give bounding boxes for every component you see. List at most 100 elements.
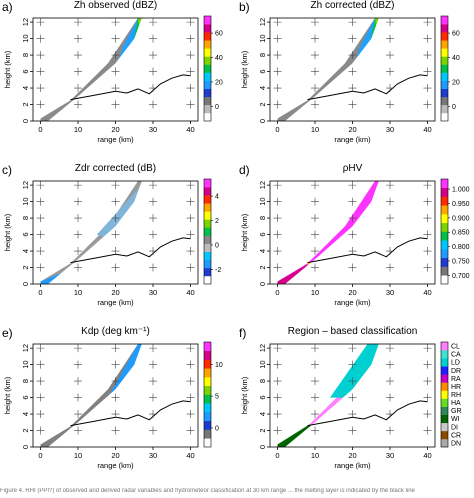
grid-cross <box>311 377 319 386</box>
colorbar-swatch <box>204 377 211 387</box>
x-axis-label: range (km) <box>97 461 134 470</box>
grid-cross <box>311 197 319 206</box>
grid-cross <box>386 197 394 206</box>
y-tick-label: 8 <box>21 53 30 57</box>
colorbar-class-label: DN <box>451 440 461 447</box>
colorbar-swatch <box>441 40 448 49</box>
grid-cross <box>36 197 45 206</box>
melting-layer-line <box>70 237 191 264</box>
colorbar-swatch <box>204 394 211 404</box>
x-tick-label: 40 <box>423 451 431 460</box>
colorbar-swatch <box>441 438 448 448</box>
colorbar-swatch <box>204 259 211 269</box>
colorbar-tick-label: 20 <box>452 79 460 86</box>
y-tick-label: 2 <box>258 102 267 106</box>
colorbar-swatch <box>204 80 211 89</box>
grid-cross <box>186 181 195 190</box>
grid-cross <box>74 67 82 76</box>
colorbar-tick-label: 20 <box>215 79 223 86</box>
panel-label: d) <box>239 163 250 177</box>
colorbar-class-label: RH <box>451 392 461 399</box>
grid-cross <box>273 426 282 435</box>
panel-plot: 0 10 20 30 40 range (km) 0 2 4 6 8 10 12 height (km) 1… <box>3 341 223 470</box>
grid-cross <box>36 360 45 369</box>
x-tick-label: 10 <box>74 125 82 134</box>
y-axis-label: height (km) <box>240 376 249 414</box>
colorbar-swatch <box>204 420 211 430</box>
colorbar-swatch <box>204 56 211 65</box>
panel-plot: 0 10 20 30 40 range (km) 0 2 4 6 8 10 12 height (km) C… <box>240 341 462 470</box>
x-tick-label: 10 <box>311 125 319 134</box>
colorbar-swatch <box>441 342 448 351</box>
colorbar-swatch <box>441 24 448 33</box>
colorbar-swatch <box>441 257 448 267</box>
grid-cross <box>111 247 120 256</box>
x-tick-label: 20 <box>111 125 119 134</box>
y-tick-label: 6 <box>258 232 267 236</box>
colorbar-swatch <box>204 72 211 81</box>
grid-cross <box>149 197 157 206</box>
grid-cross <box>111 67 120 76</box>
colorbar-class-label: GR <box>451 408 462 415</box>
grid-cross <box>186 263 195 272</box>
grid-cross <box>423 263 432 272</box>
no-data-wedge <box>40 18 198 121</box>
grid-cross <box>149 377 157 386</box>
panel-f: f) Region – based classification 0 10 20 30 40… <box>237 326 474 486</box>
x-tick-label: 10 <box>74 451 82 460</box>
grid-cross <box>423 84 432 93</box>
grid-cross <box>149 51 157 60</box>
grid-cross <box>348 84 357 93</box>
colorbar-swatch <box>441 16 448 25</box>
panel-label: b) <box>239 0 250 14</box>
panel-title: ρHV <box>342 163 363 174</box>
colorbar-class-label: CA <box>451 352 461 359</box>
grid-cross <box>311 51 319 60</box>
colorbar-swatch <box>204 88 211 98</box>
colorbar-swatch <box>204 195 211 204</box>
grid-cross <box>149 360 157 369</box>
grid-cross <box>36 181 45 190</box>
grid-cross <box>74 197 82 206</box>
grid-cross <box>423 247 432 256</box>
panel-label: e) <box>2 326 13 340</box>
grid-cross <box>74 377 82 386</box>
grid-cross <box>386 34 394 43</box>
colorbar-tick-label: 0 <box>452 104 456 111</box>
grid-cross <box>423 67 432 76</box>
x-axis-label: range (km) <box>97 298 134 307</box>
grid-cross <box>36 18 45 27</box>
grid-cross <box>348 214 357 223</box>
grid-cross <box>311 67 319 76</box>
grid-cross <box>149 214 157 223</box>
grid-cross <box>111 360 120 369</box>
grid-cross <box>348 410 357 419</box>
grid-cross <box>273 18 282 27</box>
grid-cross <box>311 214 319 223</box>
colorbar-class-label: CL <box>451 344 460 351</box>
colorbar-tick-label: 40 <box>452 55 460 62</box>
grid-cross <box>74 426 82 435</box>
grid-cross <box>273 100 282 109</box>
grid-cross <box>111 51 120 60</box>
y-tick-label: 8 <box>21 379 30 383</box>
grid-cross <box>111 393 120 402</box>
colorbar-swatch <box>441 398 448 407</box>
colorbar-swatch <box>441 266 448 276</box>
colorbar-swatch <box>204 359 211 369</box>
x-tick-label: 10 <box>311 288 319 297</box>
colorbar-swatch <box>204 96 211 106</box>
colorbar-swatch <box>204 112 211 122</box>
grid-cross <box>386 377 394 386</box>
grid-cross <box>386 230 394 239</box>
grid-cross <box>36 393 45 402</box>
y-axis-label: height (km) <box>3 50 12 88</box>
panel-plot: 0 10 20 30 40 range (km) 0 2 4 6 8 10 12 height (km) 6… <box>3 15 223 144</box>
y-axis-label: height (km) <box>240 213 249 251</box>
colorbar-swatch <box>204 48 211 57</box>
grid-cross <box>348 197 357 206</box>
grid-cross <box>36 34 45 43</box>
colorbar-swatch <box>441 374 448 383</box>
panel-title: Kdp (deg km⁻¹) <box>81 326 150 337</box>
colorbar-tick-label: 40 <box>215 55 223 62</box>
